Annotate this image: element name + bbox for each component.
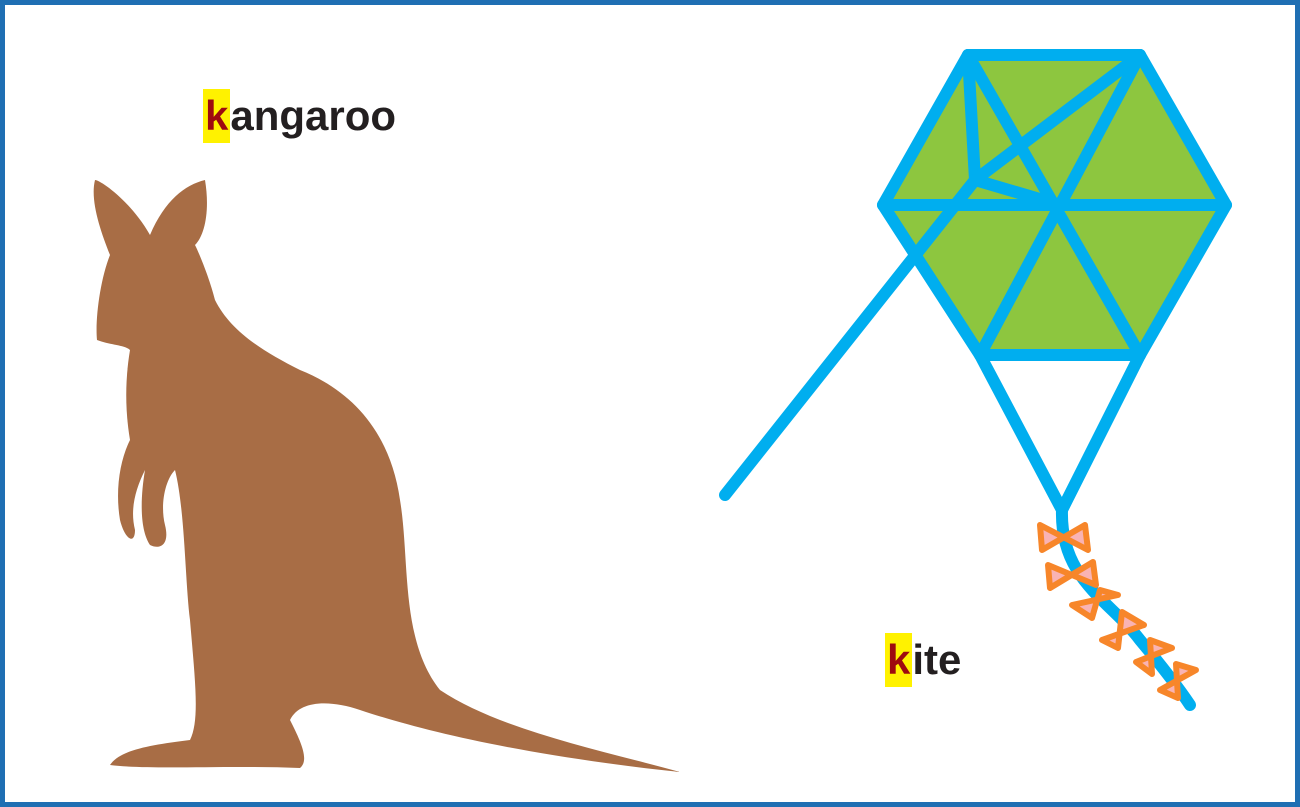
word-rest: angaroo (230, 92, 396, 139)
kangaroo-silhouette (94, 180, 680, 772)
illustration (5, 5, 1295, 802)
initial-letter: k (885, 633, 912, 687)
card-frame: kangaroo kite (0, 0, 1300, 807)
initial-letter: k (203, 89, 230, 143)
word-rest: ite (912, 636, 961, 683)
page: {"words": [{"initial": "k", "rest": "ang… (0, 0, 1300, 807)
word-label: kite (885, 633, 961, 687)
word-label: kangaroo (203, 89, 396, 143)
kite (725, 55, 1226, 705)
